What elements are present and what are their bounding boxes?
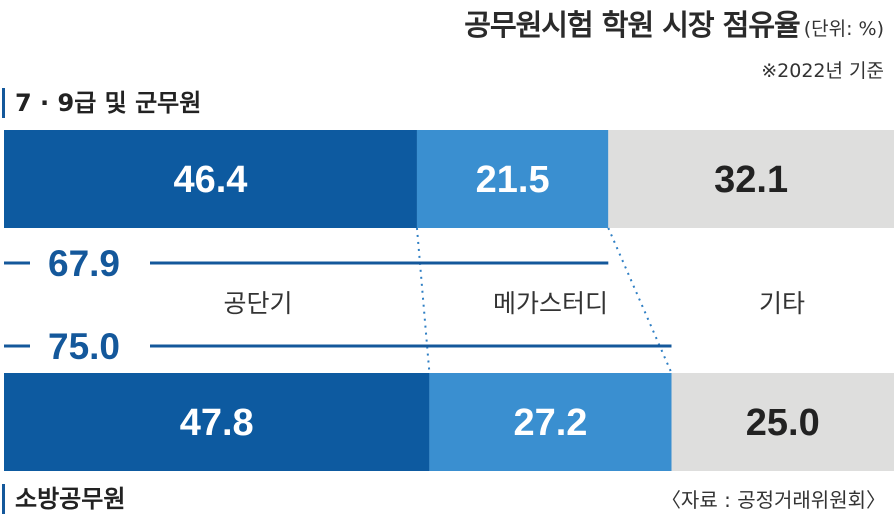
connector-line-0	[415, 227, 431, 374]
value-label-bottom-0: 47.8	[180, 402, 254, 444]
chart-title-block: 공무원시험 학원 시장 점유율 (단위: %)	[464, 2, 884, 44]
bar-top-0	[4, 130, 417, 228]
series-label-2: 기타	[759, 289, 805, 318]
value-label-bottom-2: 25.0	[746, 402, 820, 444]
chart-title: 공무원시험 학원 시장 점유율	[464, 8, 800, 42]
group-label-top: 7 · 9급 및 군무원	[2, 88, 201, 118]
source-note: 〈자료 : 공정거래위원회〉	[660, 488, 886, 512]
series-label-0: 공단기	[223, 289, 292, 318]
group-label-bottom: 소방공무원	[2, 484, 125, 514]
connector-line-1	[607, 227, 673, 374]
basis-note: ※2022년 기준	[761, 60, 884, 82]
value-label-top-2: 32.1	[714, 159, 788, 201]
annotation-label-0: 67.9	[48, 243, 120, 284]
bar-top-2	[608, 130, 894, 228]
bar-bottom-0	[4, 373, 430, 471]
bar-bottom-2	[671, 373, 894, 471]
series-label-1: 메가스터디	[493, 289, 608, 318]
value-label-top-1: 21.5	[476, 159, 550, 201]
unit-label: (단위: %)	[803, 18, 884, 40]
value-label-top-0: 46.4	[173, 159, 247, 201]
value-label-bottom-1: 27.2	[513, 402, 587, 444]
bar-bottom-1	[429, 373, 672, 471]
bar-top-1	[416, 130, 609, 228]
annotation-label-1: 75.0	[48, 326, 120, 367]
